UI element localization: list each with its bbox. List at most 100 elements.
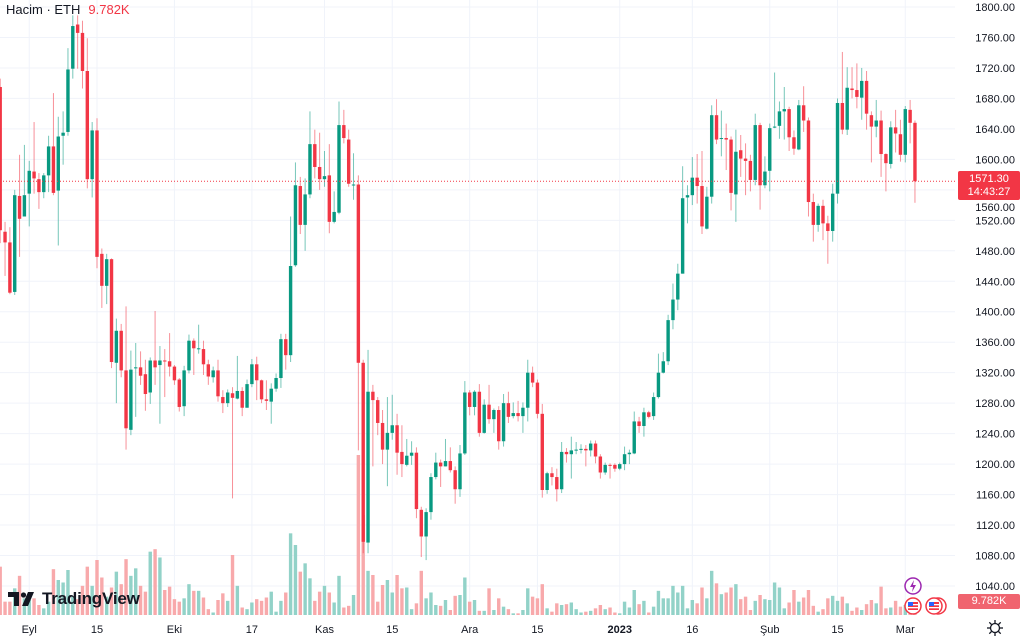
volume-bar	[380, 585, 385, 615]
volume-bar	[516, 613, 520, 615]
volume-bar	[303, 563, 307, 615]
candle-down	[879, 110, 883, 177]
volume-bar	[884, 608, 888, 615]
candle-down	[138, 351, 143, 385]
candle-body	[632, 421, 636, 454]
gear-icon[interactable]	[985, 618, 1005, 638]
price-tick-label: 1360.00	[975, 337, 1015, 349]
candle-countdown: 14:43:27	[967, 186, 1011, 198]
candle-body	[661, 361, 665, 373]
candle-body	[763, 171, 767, 186]
us-flag-event-icon[interactable]	[924, 597, 948, 615]
time-axis[interactable]: Eyl 15 Eki 17 Kas 15 Ara 15 2023 16 Şub 15 Mar	[22, 624, 915, 636]
time-tick-label: 15	[531, 624, 543, 636]
volume-bar	[221, 593, 225, 615]
volume-bar	[90, 585, 94, 615]
us-flag-event-icon[interactable]	[904, 597, 922, 615]
volume-bar	[124, 559, 128, 615]
candle-down	[806, 117, 811, 217]
volume-bar	[845, 603, 849, 615]
volume-bar	[361, 515, 365, 615]
volume-bar	[569, 602, 574, 615]
time-tick-label: Mar	[896, 624, 915, 636]
volume-bar	[816, 611, 820, 615]
volume-bar	[211, 612, 215, 615]
candle-body	[676, 273, 680, 300]
candle-body	[463, 392, 467, 454]
candle-body	[889, 127, 893, 164]
candle-up	[71, 15, 75, 79]
candle-body	[598, 456, 603, 473]
candle-down	[201, 340, 206, 375]
volume-bar	[826, 598, 830, 615]
candle-body	[443, 461, 448, 467]
candle-down	[724, 123, 728, 171]
candle-up	[288, 216, 293, 363]
candle-body	[748, 160, 753, 180]
volume-bar	[555, 603, 559, 615]
candle-body	[613, 464, 617, 469]
time-tick-label: 16	[686, 624, 698, 636]
volume-bar	[618, 613, 622, 615]
volume-bar	[240, 607, 244, 615]
candle-down	[564, 448, 569, 463]
candle-up	[472, 390, 477, 416]
time-tick-label: Eyl	[22, 624, 37, 636]
volume-bar	[729, 587, 733, 615]
volume-bar	[642, 600, 646, 615]
candle-body	[690, 177, 695, 196]
lightning-event-icon[interactable]	[904, 577, 922, 595]
candle-body	[739, 150, 743, 159]
candle-body	[487, 404, 491, 420]
volume-bar	[661, 598, 665, 615]
price-axis[interactable]: 1800.00 1760.00 1720.00 1680.00 1640.00 1600.…	[975, 2, 1015, 593]
candle-up	[269, 383, 273, 424]
volume-bar	[187, 584, 191, 615]
candle-down	[177, 378, 181, 412]
candle-body	[182, 370, 186, 407]
candle-down	[613, 463, 617, 472]
candle-body	[434, 462, 438, 478]
volume-bar	[22, 598, 27, 615]
candle-body	[884, 154, 888, 164]
tradingview-logo[interactable]: TradingView	[8, 589, 140, 609]
volume-bar	[637, 604, 641, 615]
time-tick-label: Şub	[760, 624, 780, 636]
price-tick-label: 1640.00	[975, 124, 1015, 136]
candle-body	[555, 477, 559, 490]
candle-down	[284, 333, 288, 370]
volume-bar	[250, 602, 254, 615]
volume-bar	[806, 590, 811, 615]
candle-body	[124, 370, 128, 429]
volume-bar	[714, 583, 719, 615]
candle-down	[37, 173, 41, 209]
candle-up	[763, 156, 767, 189]
volume-bar	[821, 609, 825, 615]
candle-down	[264, 380, 269, 411]
candle-body	[51, 146, 56, 193]
volume-bar	[405, 587, 409, 615]
candle-body	[816, 205, 820, 225]
volume-bar	[501, 606, 506, 615]
candle-down	[743, 143, 748, 196]
volume-bar	[448, 610, 453, 615]
candle-up	[225, 389, 230, 407]
volume-bar	[85, 566, 90, 615]
candle-body	[380, 422, 385, 450]
candle-body	[71, 26, 75, 69]
volume-bar	[497, 598, 501, 615]
candle-down	[414, 447, 419, 519]
volume-bar	[376, 601, 380, 615]
candle-body	[211, 370, 215, 378]
candle-up	[559, 442, 564, 494]
time-tick-label: Ara	[461, 624, 479, 636]
candle-up	[797, 99, 801, 151]
candle-down	[75, 15, 80, 69]
candle-up	[719, 110, 724, 157]
candle-body	[342, 125, 346, 139]
candle-down	[80, 20, 85, 89]
volume-bar	[255, 599, 259, 615]
candle-up	[187, 334, 191, 374]
candle-up	[158, 346, 162, 424]
